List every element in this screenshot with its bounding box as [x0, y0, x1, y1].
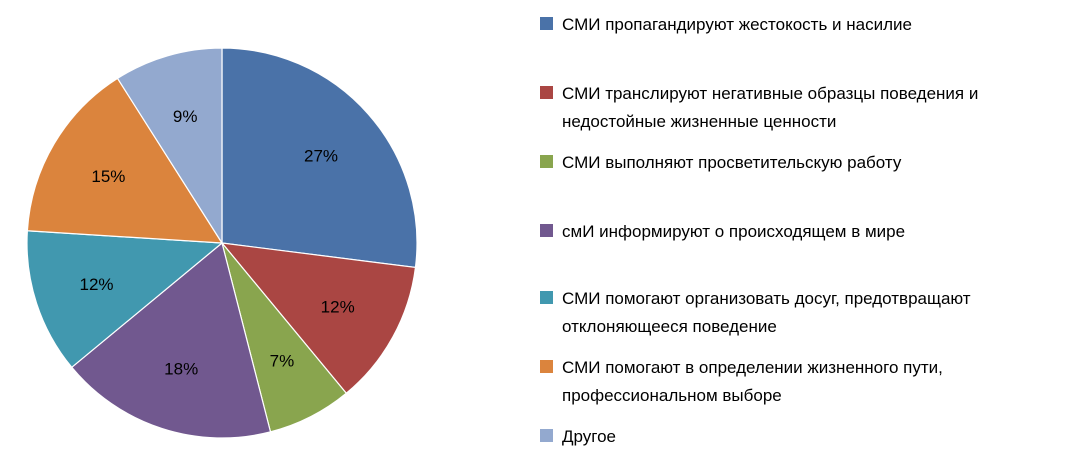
- legend-label-1: СМИ транслируют негативные образцы повед…: [562, 84, 978, 131]
- data-label-1: 12%: [321, 298, 355, 317]
- legend-swatch-6: [540, 429, 553, 442]
- legend-label-4: СМИ помогают организовать досуг, предотв…: [562, 289, 971, 336]
- pie-slice-1: [220, 242, 417, 395]
- legend-label-3: смИ информируют о происходящем в мире: [562, 222, 905, 241]
- pie-slice-4: [26, 230, 224, 369]
- pie-slice-5: [26, 77, 224, 244]
- pie-data-labels: 27% 12% 7% 18% 12% 15% 9%: [79, 107, 354, 378]
- legend-swatch-2: [540, 155, 553, 168]
- legend-label-2: СМИ выполняют просветительскую работу: [562, 153, 902, 172]
- legend-swatch-3: [540, 224, 553, 237]
- data-label-5: 15%: [91, 167, 125, 186]
- legend-swatch-4: [540, 291, 553, 304]
- data-label-2: 7%: [270, 352, 295, 371]
- pie-slice-6: [116, 47, 223, 246]
- data-label-6: 9%: [173, 107, 198, 126]
- legend-swatch-0: [540, 17, 553, 30]
- legend-swatch-5: [540, 360, 553, 373]
- pie-slice-3: [70, 241, 272, 439]
- legend-label-5: СМИ помогают в определении жизненного пу…: [562, 358, 943, 405]
- data-label-0: 27%: [304, 147, 338, 166]
- data-label-4: 12%: [79, 275, 113, 294]
- legend: СМИ пропагандируют жестокость и насилие С…: [540, 15, 978, 446]
- data-label-3: 18%: [164, 360, 198, 379]
- pie-slices: [26, 47, 418, 439]
- legend-label-6: Другое: [562, 427, 616, 446]
- pie-slice-0: [221, 47, 418, 269]
- legend-label-0: СМИ пропагандируют жестокость и насилие: [562, 15, 912, 34]
- legend-swatch-1: [540, 86, 553, 99]
